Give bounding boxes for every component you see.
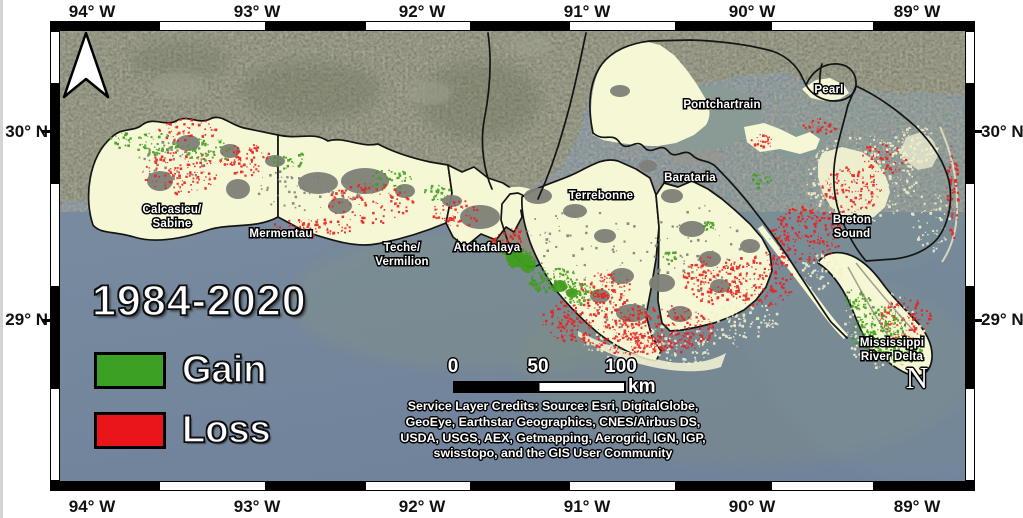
north-arrow-icon: [62, 31, 110, 99]
basin-label-teche-line2: Vermilion: [375, 256, 429, 268]
lon-label-top-89w: 89° W: [893, 2, 941, 21]
map-svg: Calcasieu/ Sabine Mermentau Teche/ Vermi…: [60, 31, 965, 481]
basin-label-mermentau: Mermentau: [249, 228, 312, 240]
legend-gain-row: Gain: [94, 348, 267, 392]
basin-boundary-layer: [481, 32, 952, 348]
loss-label: Loss: [181, 408, 271, 451]
lon-label-bottom-89w: 89° W: [893, 497, 941, 516]
frame-corner-tl: [50, 21, 60, 31]
gain-swatch: [94, 352, 166, 389]
frame-corner-tr: [965, 21, 975, 31]
lon-label-top-92w: 92° W: [398, 2, 446, 21]
lat-label-right-30n: 30° N: [981, 122, 1023, 141]
basin-label-terrebonne: Terrebonne: [569, 190, 633, 202]
loss-swatch: [94, 412, 166, 449]
screenshot-edge-left: [0, 0, 3, 518]
lat-tick-left-29n: [42, 319, 50, 322]
lon-label-bottom-92w: 92° W: [398, 497, 446, 516]
legend-loss-row: Loss: [94, 408, 271, 452]
graticule-band-bottom: [50, 481, 975, 491]
basin-label-atchafalaya: Atchafalaya: [454, 242, 521, 254]
scalebar-tick-50: 50: [527, 356, 549, 377]
graticule-band-right: [965, 31, 975, 481]
lat-label-left-29n: 29° N: [5, 310, 48, 329]
basin-label-pontchartrain: Pontchartrain: [683, 99, 760, 111]
lon-label-bottom-90w: 90° W: [728, 497, 776, 516]
basin-label-pearl: Pearl: [814, 84, 843, 96]
north-arrow-label: N: [905, 360, 929, 395]
basin-label-barataria: Barataria: [664, 172, 716, 184]
gain-label: Gain: [181, 348, 267, 391]
lon-label-top-90w: 90° W: [728, 2, 776, 21]
basin-label-breton-line1: Breton: [833, 214, 871, 226]
marsh-openwater-layer: [147, 85, 760, 322]
scalebar-unit: km: [628, 376, 656, 397]
lon-label-bottom-91w: 91° W: [563, 497, 611, 516]
graticule-band-left: [50, 31, 60, 481]
graticule-band-top: [50, 21, 975, 31]
lon-label-top-91w: 91° W: [563, 2, 611, 21]
service-layer-credits: Service Layer Credits: Source: Esri, Dig…: [357, 399, 749, 462]
scalebar: [453, 381, 626, 393]
credits-line: GeoEye, Earthstar Geographics, CNES/Airb…: [405, 414, 701, 429]
lat-tick-right-29n: [974, 319, 982, 322]
map-title: 1984-2020: [91, 276, 307, 326]
basin-label-breton-line2: Sound: [834, 228, 871, 240]
frame-corner-bl: [50, 481, 60, 491]
lon-label-bottom-94w: 94° W: [68, 497, 116, 516]
basin-label-delta-line2: River Delta: [861, 351, 924, 363]
lat-label-right-29n: 29° N: [981, 310, 1023, 329]
basin-label-calcasieu-line1: Calcasieu/: [143, 204, 202, 216]
lon-label-top-93w: 93° W: [233, 2, 281, 21]
lat-tick-left-30n: [42, 130, 50, 133]
credits-line: USDA, USGS, AEX, Getmapping, Aerogrid, I…: [400, 430, 706, 445]
basin-label-delta-line1: Mississippi: [860, 337, 924, 349]
credits-line: Service Layer Credits: Source: Esri, Dig…: [407, 399, 699, 413]
lat-tick-right-30n: [974, 130, 982, 133]
frame-corner-br: [965, 481, 975, 491]
basin-labels-layer: Calcasieu/ Sabine Mermentau Teche/ Vermi…: [141, 83, 925, 365]
lon-label-top-94w: 94° W: [68, 2, 116, 21]
scalebar-tick-0: 0: [447, 356, 459, 377]
scalebar-tick-100: 100: [605, 356, 637, 377]
lon-label-bottom-93w: 93° W: [233, 497, 281, 516]
map-canvas: Calcasieu/ Sabine Mermentau Teche/ Vermi…: [59, 30, 966, 482]
lat-label-left-30n: 30° N: [5, 122, 48, 141]
change-speckle-layer: [109, 117, 960, 369]
basin-label-teche-line1: Teche/: [384, 242, 421, 254]
credits-line: swisstopo, and the GIS User Community: [433, 446, 673, 461]
basin-label-calcasieu-line2: Sabine: [153, 218, 192, 230]
